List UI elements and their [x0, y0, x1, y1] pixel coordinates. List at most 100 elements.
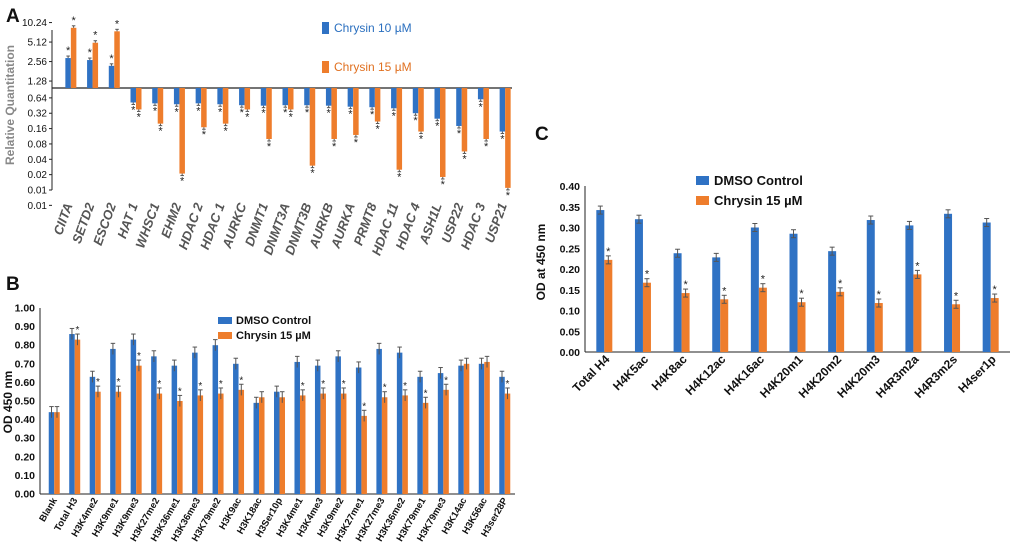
sig-star-a: *: [180, 176, 185, 188]
bar-b-chrysin15: [463, 363, 470, 494]
y-tick-label-b: 0.10: [15, 470, 36, 482]
sig-star-a: *: [500, 134, 505, 146]
sig-star-c: *: [645, 269, 650, 281]
bar-a-chrysin10: [347, 88, 354, 107]
sig-star-a: *: [158, 126, 163, 138]
bar-b-dmso: [396, 352, 403, 494]
bar-b-chrysin15: [238, 389, 245, 494]
bar-b-chrysin15: [320, 393, 326, 494]
bar-a-chrysin15: [309, 88, 316, 166]
bar-c-chrysin15: [990, 298, 999, 352]
y-tick-label-b: 0.90: [15, 321, 36, 333]
bar-a-chrysin10: [130, 88, 136, 103]
sig-star-b: *: [362, 401, 366, 412]
sig-star-a: *: [289, 111, 294, 123]
bar-a-chrysin10: [499, 88, 506, 132]
bar-a-chrysin15: [244, 88, 251, 110]
bar-b-dmso: [417, 376, 423, 494]
bar-a-chrysin15: [136, 88, 142, 110]
sig-star-a: *: [305, 107, 310, 119]
sig-star-a: *: [88, 47, 93, 59]
sig-star-a: *: [131, 104, 136, 116]
y-tick-label-c: 0.30: [560, 223, 581, 235]
bar-a-chrysin10: [87, 60, 93, 88]
legend-swatch-a-1: [322, 22, 329, 34]
sig-star-a: *: [137, 111, 142, 123]
bar-a-chrysin15: [331, 88, 337, 139]
bar-a-chrysin10: [65, 58, 71, 88]
sig-star-a: *: [267, 141, 272, 153]
sig-star-c: *: [954, 290, 959, 302]
legend-label-a-1: Chrysin 10 µM: [334, 21, 412, 35]
bar-a-chrysin10: [195, 88, 202, 104]
sig-star-b: *: [219, 379, 223, 390]
bar-b-chrysin15: [197, 395, 204, 494]
bar-b-chrysin15: [279, 397, 285, 494]
sig-star-c: *: [722, 285, 727, 297]
bar-a-chrysin15: [374, 88, 381, 122]
y-tick-label-c: 0.40: [560, 181, 581, 193]
bar-a-chrysin10: [325, 88, 332, 106]
y-tick-label-a: 2.56: [28, 57, 48, 68]
y-tick-label-c: 0.10: [560, 306, 581, 318]
y-tick-label-b: 0.20: [15, 451, 36, 463]
sig-star-a: *: [332, 141, 337, 153]
y-axis-label-b: OD 450 nm: [1, 371, 15, 434]
sig-star-b: *: [178, 386, 182, 397]
bar-b-chrysin15: [381, 397, 388, 494]
y-tick-label-c: 0.35: [560, 202, 581, 214]
bar-c-dmso: [982, 222, 991, 352]
bar-a-chrysin10: [173, 88, 180, 105]
bar-a-chrysin10: [434, 88, 440, 119]
y-tick-label-c: 0.00: [560, 347, 581, 359]
sig-star-c: *: [799, 288, 804, 300]
bar-b-dmso: [253, 402, 260, 494]
y-axis-label-a: Relative Quantitation: [3, 45, 17, 165]
sig-star-a: *: [109, 53, 114, 65]
bar-b-chrysin15: [115, 391, 122, 494]
bar-c-dmso: [905, 225, 914, 352]
bar-a-chrysin15: [288, 88, 294, 110]
sig-star-a: *: [261, 108, 266, 120]
sig-star-b: *: [96, 377, 100, 388]
bar-a-chrysin15: [440, 88, 446, 177]
sig-star-c: *: [838, 278, 843, 290]
y-tick-label-b: 0.00: [15, 489, 36, 501]
sig-star-a: *: [354, 137, 359, 149]
bar-a-chrysin10: [304, 88, 310, 106]
sig-star-b: *: [116, 377, 120, 388]
category-label-c: H4R3m2s: [912, 352, 961, 401]
sig-star-c: *: [877, 289, 882, 301]
bar-a-chrysin15: [461, 88, 468, 152]
bar-b-chrysin15: [136, 365, 142, 494]
sig-star-a: *: [348, 109, 353, 121]
sig-star-a: *: [245, 111, 250, 123]
sig-star-a: *: [397, 172, 402, 184]
bar-c-chrysin15: [642, 282, 651, 352]
bar-c-dmso: [944, 213, 953, 352]
panel-label-a: A: [6, 6, 20, 27]
y-tick-label-b: 0.50: [15, 396, 36, 408]
sig-star-b: *: [342, 379, 346, 390]
y-tick-label-a: 5.12: [28, 38, 48, 49]
chart-c: 0.00 0.05 0.10 0.15 0.20 0.25 0.30 0.35 0.40 OD a…: [534, 173, 1010, 401]
bar-a-chrysin10: [108, 65, 115, 88]
bar-b-dmso: [192, 352, 198, 494]
bar-a-chrysin15: [201, 88, 207, 128]
y-tick-label-b: 0.30: [15, 433, 36, 445]
legend-swatch-b-2: [218, 332, 232, 339]
bar-c-chrysin15: [758, 287, 767, 352]
sig-star-a: *: [218, 106, 223, 118]
bar-a-chrysin15: [266, 88, 272, 139]
bar-b-chrysin15: [422, 402, 429, 494]
bar-c-dmso: [789, 233, 798, 352]
sig-star-b: *: [424, 388, 428, 399]
y-tick-label-c: 0.25: [560, 243, 581, 255]
sig-star-c: *: [915, 260, 920, 272]
sig-star-c: *: [606, 246, 611, 258]
bar-c-dmso: [750, 227, 759, 352]
bar-b-dmso: [212, 345, 219, 494]
bar-b-dmso: [274, 391, 280, 494]
bar-a-chrysin15: [114, 31, 120, 88]
